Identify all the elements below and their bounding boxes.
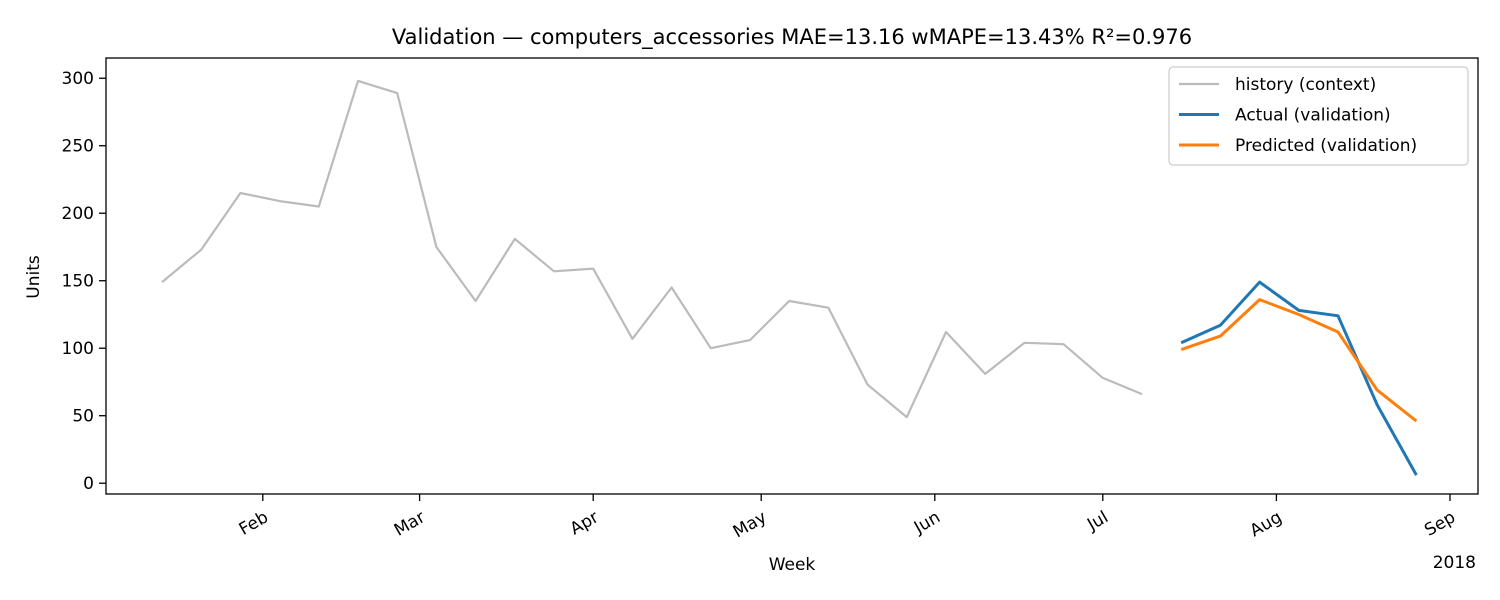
y-tick-label: 100 — [62, 339, 94, 359]
x-tick-label: Aug — [1247, 507, 1286, 541]
x-tick-label: Apr — [567, 507, 602, 539]
legend-box — [1168, 66, 1469, 166]
x-tick-label: May — [730, 507, 770, 542]
chart-title: Validation — computers_accessories MAE=1… — [392, 25, 1192, 50]
y-tick-label: 50 — [72, 407, 94, 427]
legend-entry: Actual (validation) — [1235, 106, 1391, 126]
y-tick-label: 0 — [83, 474, 94, 494]
series-line-0 — [161, 79, 1143, 419]
x-tick-label: Feb — [236, 507, 272, 539]
x-axis-label: Week — [769, 555, 816, 575]
series-line-1 — [1180, 280, 1418, 476]
y-tick-label: 300 — [62, 69, 94, 89]
legend: history (context) Actual (validation) Pred… — [1168, 66, 1469, 166]
x-axis: Feb Mar Apr May Jun Jul Aug Sep — [236, 494, 1459, 542]
y-axis: 0 50 100 150 200 250 300 — [62, 69, 106, 494]
x-axis-year-offset: 2018 — [1433, 553, 1476, 573]
y-tick-label: 250 — [62, 137, 94, 157]
x-tick-label: Mar — [391, 507, 429, 540]
legend-entry: history (context) — [1235, 75, 1376, 95]
plot-area — [161, 79, 1418, 476]
plot-frame — [105, 57, 1479, 495]
series-1 — [1180, 280, 1418, 476]
y-axis-label: Units — [24, 255, 44, 299]
series-2 — [1180, 298, 1418, 423]
x-tick-label: Jul — [1083, 507, 1112, 535]
y-tick-label: 200 — [62, 204, 94, 224]
series-0 — [161, 79, 1143, 419]
x-tick-label: Sep — [1421, 507, 1459, 540]
y-tick-label: 150 — [62, 272, 94, 292]
series-line-2 — [1180, 298, 1418, 423]
legend-entry: Predicted (validation) — [1235, 136, 1417, 156]
x-tick-label: Jun — [910, 507, 944, 538]
